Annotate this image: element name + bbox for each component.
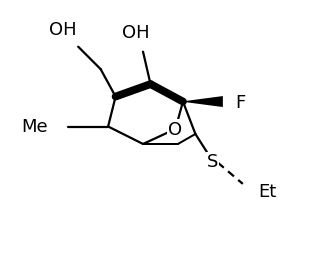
Text: O: O bbox=[168, 120, 183, 138]
Polygon shape bbox=[183, 97, 223, 108]
Text: Et: Et bbox=[258, 183, 276, 201]
Text: S: S bbox=[207, 153, 219, 171]
Text: Me: Me bbox=[21, 118, 48, 136]
Text: OH: OH bbox=[49, 21, 77, 39]
Text: F: F bbox=[235, 93, 246, 111]
Text: OH: OH bbox=[122, 24, 149, 42]
